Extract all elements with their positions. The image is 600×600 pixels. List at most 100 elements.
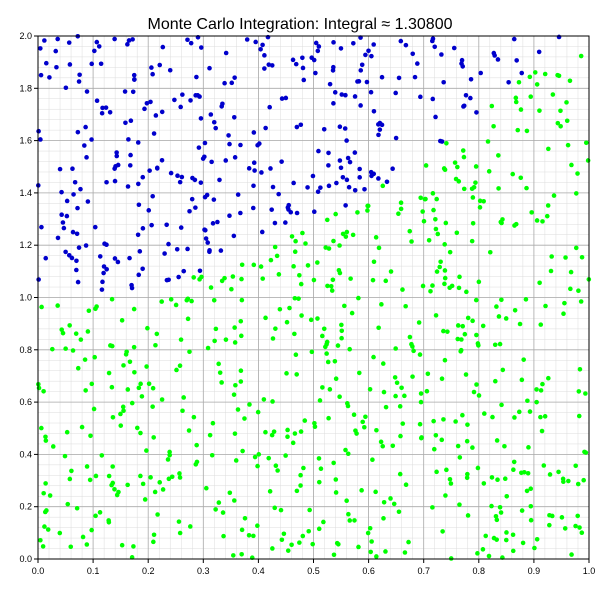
point-under-curve xyxy=(356,370,362,376)
point-under-curve xyxy=(310,541,315,547)
point-under-curve xyxy=(431,207,436,213)
point-above-curve xyxy=(202,140,208,146)
point-under-curve xyxy=(537,280,542,286)
point-above-curve xyxy=(77,72,82,78)
point-above-curve xyxy=(318,185,323,190)
point-above-curve xyxy=(130,37,135,42)
point-above-curve xyxy=(74,258,79,264)
point-under-curve xyxy=(239,527,245,533)
point-above-curve xyxy=(267,104,272,110)
point-above-curve xyxy=(403,42,409,48)
point-above-curve xyxy=(207,65,212,71)
point-under-curve xyxy=(154,331,160,337)
point-under-curve xyxy=(112,486,117,492)
point-under-curve xyxy=(442,275,448,281)
point-under-curve xyxy=(409,239,414,244)
point-under-curve xyxy=(499,297,504,303)
point-above-curve xyxy=(286,207,291,212)
point-under-curve xyxy=(578,299,584,304)
point-under-curve xyxy=(148,475,153,480)
point-above-curve xyxy=(98,61,104,67)
point-under-curve xyxy=(333,376,339,381)
point-under-curve xyxy=(538,388,544,393)
point-under-curve xyxy=(368,549,374,555)
point-above-curve xyxy=(368,89,374,95)
point-under-curve xyxy=(490,414,495,420)
point-under-curve xyxy=(524,185,529,191)
point-under-curve xyxy=(475,465,481,471)
point-under-curve xyxy=(353,428,358,433)
point-under-curve xyxy=(159,299,165,304)
point-under-curve xyxy=(513,99,519,105)
point-under-curve xyxy=(325,359,331,365)
point-under-curve xyxy=(177,530,183,536)
point-under-curve xyxy=(269,432,275,438)
point-under-curve xyxy=(477,198,483,204)
point-above-curve xyxy=(432,44,438,50)
point-under-curve xyxy=(185,316,191,322)
point-under-curve xyxy=(193,462,199,467)
point-under-curve xyxy=(160,487,166,492)
point-above-curve xyxy=(114,150,119,155)
point-under-curve xyxy=(471,389,477,395)
point-under-curve xyxy=(532,70,538,75)
point-under-curve xyxy=(75,365,81,371)
point-under-curve xyxy=(356,544,361,550)
point-under-curve xyxy=(575,171,580,176)
point-under-curve xyxy=(457,455,463,460)
point-under-curve xyxy=(88,433,93,439)
point-under-curve xyxy=(209,452,215,458)
point-under-curve xyxy=(336,267,342,273)
point-under-curve xyxy=(266,455,272,461)
point-under-curve xyxy=(177,471,182,476)
point-above-curve xyxy=(47,75,52,80)
point-above-curve xyxy=(227,141,232,147)
point-under-curve xyxy=(138,430,143,436)
point-under-curve xyxy=(165,457,171,462)
point-above-curve xyxy=(78,186,83,192)
point-above-curve xyxy=(122,89,128,94)
point-under-curve xyxy=(328,283,334,289)
point-above-curve xyxy=(283,220,288,225)
point-under-curve xyxy=(496,314,502,319)
point-under-curve xyxy=(312,420,317,426)
point-under-curve xyxy=(430,191,436,196)
point-under-curve xyxy=(316,479,322,485)
point-under-curve xyxy=(125,387,131,392)
point-under-curve xyxy=(50,444,56,449)
point-under-curve xyxy=(397,471,403,477)
point-under-curve xyxy=(272,505,278,511)
point-under-curve xyxy=(232,325,237,330)
point-above-curve xyxy=(205,240,211,245)
point-under-curve xyxy=(461,186,467,192)
point-under-curve xyxy=(97,510,103,515)
point-above-curve xyxy=(315,189,321,195)
point-under-curve xyxy=(434,469,439,475)
point-above-curve xyxy=(244,37,250,42)
y-tick-label: 0.0 xyxy=(19,554,32,564)
point-under-curve xyxy=(252,454,258,460)
point-under-curve xyxy=(518,175,524,181)
point-under-curve xyxy=(370,457,375,463)
point-under-curve xyxy=(547,522,552,528)
point-under-curve xyxy=(430,283,435,288)
point-under-curve xyxy=(349,310,355,316)
point-above-curve xyxy=(126,38,132,43)
point-under-curve xyxy=(515,127,521,133)
point-under-curve xyxy=(321,519,326,525)
point-under-curve xyxy=(418,399,424,405)
point-above-curve xyxy=(371,42,376,47)
point-under-curve xyxy=(576,413,582,419)
point-under-curve xyxy=(365,530,371,536)
point-under-curve xyxy=(167,452,172,458)
point-under-curve xyxy=(573,523,578,529)
point-under-curve xyxy=(456,285,462,291)
point-above-curve xyxy=(257,141,262,146)
point-under-curve xyxy=(489,503,494,509)
point-under-curve xyxy=(134,425,140,431)
point-under-curve xyxy=(371,354,376,360)
point-above-curve xyxy=(390,166,395,172)
point-under-curve xyxy=(352,518,357,523)
point-above-curve xyxy=(103,105,109,110)
